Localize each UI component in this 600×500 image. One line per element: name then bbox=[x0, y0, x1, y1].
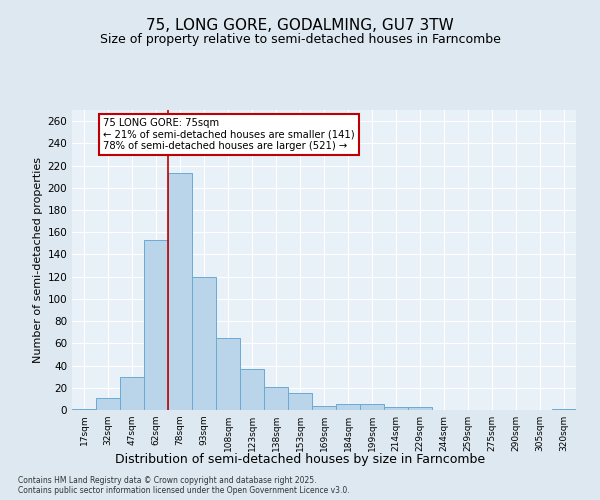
Text: Size of property relative to semi-detached houses in Farncombe: Size of property relative to semi-detach… bbox=[100, 32, 500, 46]
Bar bbox=[312, 406, 336, 410]
Y-axis label: Number of semi-detached properties: Number of semi-detached properties bbox=[33, 157, 43, 363]
Bar bbox=[96, 398, 120, 410]
Bar bbox=[408, 406, 432, 410]
Bar bbox=[216, 338, 240, 410]
Bar bbox=[360, 404, 384, 410]
Bar bbox=[288, 394, 312, 410]
Text: 75 LONG GORE: 75sqm
← 21% of semi-detached houses are smaller (141)
78% of semi-: 75 LONG GORE: 75sqm ← 21% of semi-detach… bbox=[103, 118, 355, 151]
Bar bbox=[72, 409, 96, 410]
Bar bbox=[552, 409, 576, 410]
Text: Distribution of semi-detached houses by size in Farncombe: Distribution of semi-detached houses by … bbox=[115, 452, 485, 466]
Bar bbox=[384, 406, 408, 410]
Bar bbox=[168, 174, 192, 410]
Bar bbox=[240, 369, 264, 410]
Text: 75, LONG GORE, GODALMING, GU7 3TW: 75, LONG GORE, GODALMING, GU7 3TW bbox=[146, 18, 454, 32]
Bar bbox=[192, 276, 216, 410]
Bar bbox=[144, 240, 168, 410]
Bar bbox=[120, 376, 144, 410]
Bar bbox=[264, 386, 288, 410]
Bar bbox=[336, 404, 360, 410]
Text: Contains HM Land Registry data © Crown copyright and database right 2025.
Contai: Contains HM Land Registry data © Crown c… bbox=[18, 476, 350, 495]
